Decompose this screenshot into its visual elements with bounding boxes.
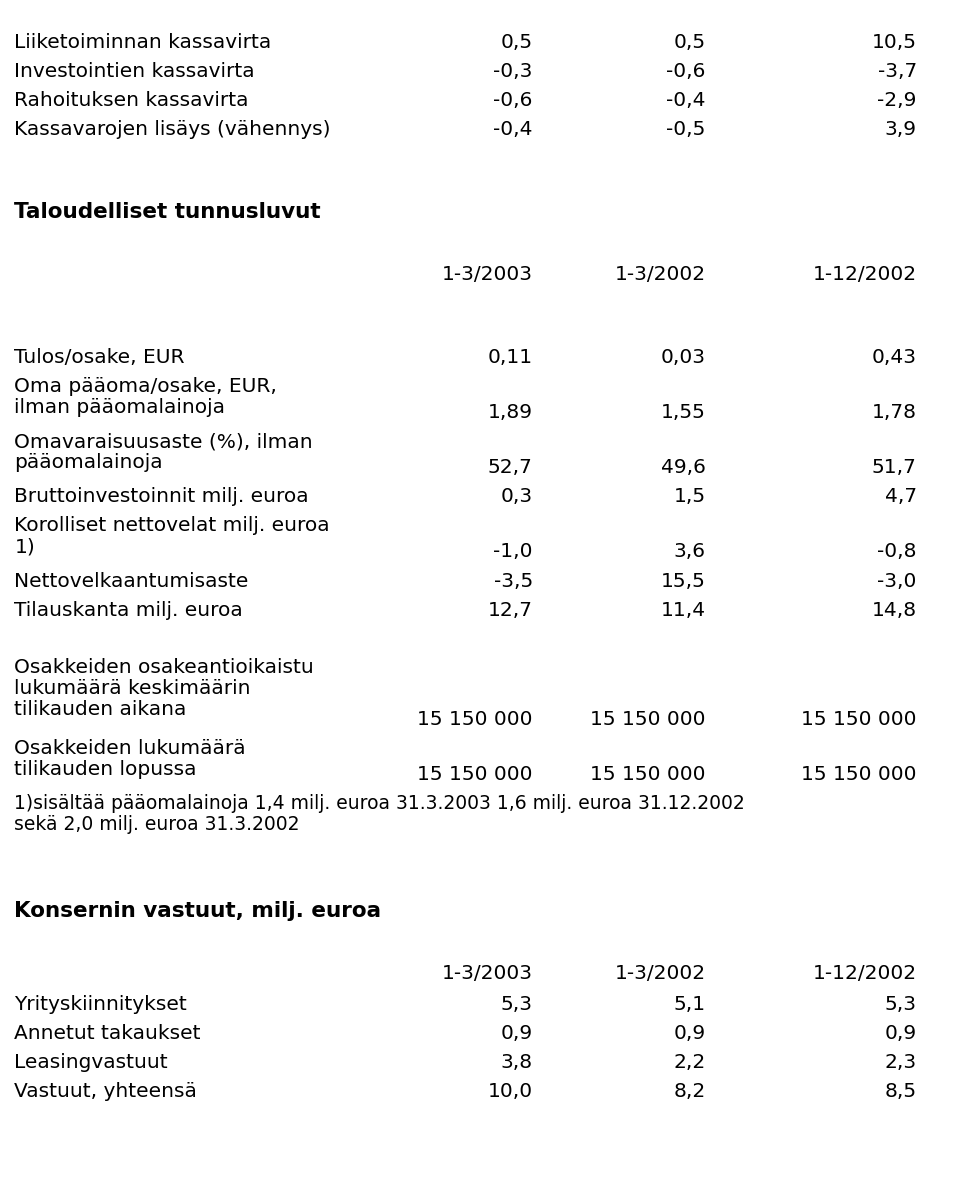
Text: -0,8: -0,8: [877, 542, 917, 562]
Text: 0,9: 0,9: [674, 1024, 706, 1043]
Text: 4,7: 4,7: [885, 487, 917, 506]
Text: 8,5: 8,5: [885, 1082, 917, 1101]
Text: Annetut takaukset: Annetut takaukset: [14, 1024, 201, 1043]
Text: Investointien kassavirta: Investointien kassavirta: [14, 63, 255, 82]
Text: -3,7: -3,7: [877, 63, 917, 82]
Text: -0,5: -0,5: [666, 121, 706, 140]
Text: Osakkeiden lukumäärä
tilikauden lopussa: Osakkeiden lukumäärä tilikauden lopussa: [14, 739, 246, 780]
Text: 1,78: 1,78: [872, 403, 917, 422]
Text: Nettovelkaantumisaste: Nettovelkaantumisaste: [14, 571, 249, 590]
Text: 15 150 000: 15 150 000: [590, 710, 706, 729]
Text: 1-3/2003: 1-3/2003: [442, 265, 533, 284]
Text: Tulos/osake, EUR: Tulos/osake, EUR: [14, 348, 185, 367]
Text: Oma pääoma/osake, EUR,
ilman pääomalainoja: Oma pääoma/osake, EUR, ilman pääomalaino…: [14, 377, 277, 418]
Text: 2,3: 2,3: [885, 1053, 917, 1072]
Text: 0,9: 0,9: [501, 1024, 533, 1043]
Text: 52,7: 52,7: [488, 458, 533, 477]
Text: 0,3: 0,3: [501, 487, 533, 506]
Text: 3,8: 3,8: [501, 1053, 533, 1072]
Text: 0,9: 0,9: [885, 1024, 917, 1043]
Text: 10,5: 10,5: [872, 33, 917, 52]
Text: Taloudelliset tunnusluvut: Taloudelliset tunnusluvut: [14, 201, 321, 221]
Text: 0,11: 0,11: [488, 348, 533, 367]
Text: 5,3: 5,3: [885, 995, 917, 1014]
Text: -0,4: -0,4: [493, 121, 533, 140]
Text: -0,6: -0,6: [493, 91, 533, 110]
Text: Vastuut, yhteensä: Vastuut, yhteensä: [14, 1082, 197, 1101]
Text: Konsernin vastuut, milj. euroa: Konsernin vastuut, milj. euroa: [14, 900, 381, 920]
Text: 1,5: 1,5: [674, 487, 706, 506]
Text: 1,55: 1,55: [660, 403, 706, 422]
Text: 3,6: 3,6: [674, 542, 706, 562]
Text: Korolliset nettovelat milj. euroa
1): Korolliset nettovelat milj. euroa 1): [14, 517, 330, 557]
Text: 0,43: 0,43: [872, 348, 917, 367]
Text: Kassavarojen lisäys (vähennys): Kassavarojen lisäys (vähennys): [14, 121, 331, 140]
Text: 1-3/2002: 1-3/2002: [614, 964, 706, 983]
Text: 0,5: 0,5: [501, 33, 533, 52]
Text: 10,0: 10,0: [488, 1082, 533, 1101]
Text: -3,0: -3,0: [877, 571, 917, 590]
Text: 15 150 000: 15 150 000: [590, 765, 706, 784]
Text: 15 150 000: 15 150 000: [802, 765, 917, 784]
Text: Osakkeiden osakeantioikaistu
lukumäärä keskimäärin
tilikauden aikana: Osakkeiden osakeantioikaistu lukumäärä k…: [14, 658, 314, 719]
Text: Tilauskanta milj. euroa: Tilauskanta milj. euroa: [14, 601, 243, 620]
Text: 0,5: 0,5: [674, 33, 706, 52]
Text: 49,6: 49,6: [660, 458, 706, 477]
Text: -0,4: -0,4: [666, 91, 706, 110]
Text: Liiketoiminnan kassavirta: Liiketoiminnan kassavirta: [14, 33, 272, 52]
Text: Bruttoinvestoinnit milj. euroa: Bruttoinvestoinnit milj. euroa: [14, 487, 309, 506]
Text: 0,03: 0,03: [660, 348, 706, 367]
Text: 1,89: 1,89: [488, 403, 533, 422]
Text: 51,7: 51,7: [872, 458, 917, 477]
Text: 8,2: 8,2: [673, 1082, 706, 1101]
Text: 2,2: 2,2: [673, 1053, 706, 1072]
Text: Omavaraisuusaste (%), ilman
pääomalainoja: Omavaraisuusaste (%), ilman pääomalainoj…: [14, 432, 313, 472]
Text: 15 150 000: 15 150 000: [418, 710, 533, 729]
Text: 1-12/2002: 1-12/2002: [813, 964, 917, 983]
Text: -2,9: -2,9: [877, 91, 917, 110]
Text: 1)sisältää pääomalainoja 1,4 milj. euroa 31.3.2003 1,6 milj. euroa 31.12.2002
se: 1)sisältää pääomalainoja 1,4 milj. euroa…: [14, 794, 745, 834]
Text: 12,7: 12,7: [488, 601, 533, 620]
Text: Leasingvastuut: Leasingvastuut: [14, 1053, 168, 1072]
Text: -1,0: -1,0: [493, 542, 533, 562]
Text: 5,1: 5,1: [674, 995, 706, 1014]
Text: 5,3: 5,3: [501, 995, 533, 1014]
Text: -3,5: -3,5: [493, 571, 533, 590]
Text: 15,5: 15,5: [660, 571, 706, 590]
Text: 3,9: 3,9: [885, 121, 917, 140]
Text: 15 150 000: 15 150 000: [802, 710, 917, 729]
Text: 11,4: 11,4: [660, 601, 706, 620]
Text: 15 150 000: 15 150 000: [418, 765, 533, 784]
Text: Yrityskiinnitykset: Yrityskiinnitykset: [14, 995, 187, 1014]
Text: 1-3/2002: 1-3/2002: [614, 265, 706, 284]
Text: 14,8: 14,8: [872, 601, 917, 620]
Text: -0,6: -0,6: [666, 63, 706, 82]
Text: 1-12/2002: 1-12/2002: [813, 265, 917, 284]
Text: -0,3: -0,3: [493, 63, 533, 82]
Text: 1-3/2003: 1-3/2003: [442, 964, 533, 983]
Text: Rahoituksen kassavirta: Rahoituksen kassavirta: [14, 91, 249, 110]
